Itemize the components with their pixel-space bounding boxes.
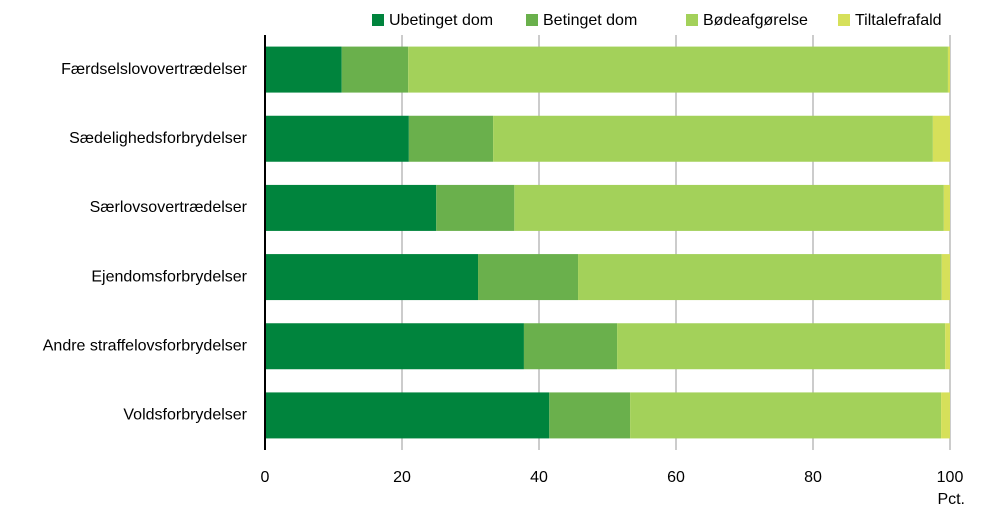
x-tick-label: 0 <box>261 469 270 486</box>
bar-segment <box>408 46 948 93</box>
bar-segment <box>945 323 950 370</box>
legend-swatch <box>686 14 698 26</box>
x-axis-label: Pct. <box>937 491 965 508</box>
bar-segment <box>630 392 942 439</box>
x-tick-label: 60 <box>667 469 685 486</box>
bar-segment <box>493 115 933 162</box>
bar-segment <box>943 184 950 231</box>
legend-label: Bødeafgørelse <box>703 12 808 29</box>
y-tick-label: Færdselslovovertrædelser <box>61 61 248 78</box>
y-tick-label: Voldsforbrydelser <box>123 407 247 424</box>
bar-segment <box>265 184 437 231</box>
bar-segment <box>265 115 409 162</box>
legend-swatch <box>838 14 850 26</box>
bar-segment <box>265 46 342 93</box>
bar-segment <box>941 392 950 439</box>
bar-segment <box>932 115 950 162</box>
y-tick-label: Sædelighedsforbrydelser <box>69 130 248 147</box>
x-tick-label: 80 <box>804 469 822 486</box>
x-tick-label: 100 <box>937 469 964 486</box>
bar-segment <box>265 254 479 301</box>
bar-segment <box>617 323 946 370</box>
bar-segment <box>265 392 550 439</box>
legend-label: Betinget dom <box>543 12 637 29</box>
bar-segment <box>478 254 579 301</box>
legend-label: Ubetinget dom <box>389 12 493 29</box>
legend-label: Tiltalefrafald <box>855 12 942 29</box>
y-tick-label: Særlovsovertrædelser <box>90 199 248 216</box>
bar-segment <box>947 46 950 93</box>
bar-segment <box>514 184 944 231</box>
y-tick-label: Ejendomsforbrydelser <box>91 268 247 285</box>
bar-segment <box>523 323 618 370</box>
bar-segment <box>578 254 942 301</box>
bar-segment <box>436 184 515 231</box>
x-tick-label: 40 <box>530 469 548 486</box>
bar-segment <box>549 392 631 439</box>
bar-segment <box>408 115 494 162</box>
y-tick-label: Andre straffelovsforbrydelser <box>43 337 248 354</box>
legend-swatch <box>372 14 384 26</box>
x-tick-label: 20 <box>393 469 411 486</box>
bar-segment <box>941 254 950 301</box>
legend-swatch <box>526 14 538 26</box>
bar-segment <box>265 323 524 370</box>
bar-segment <box>341 46 409 93</box>
